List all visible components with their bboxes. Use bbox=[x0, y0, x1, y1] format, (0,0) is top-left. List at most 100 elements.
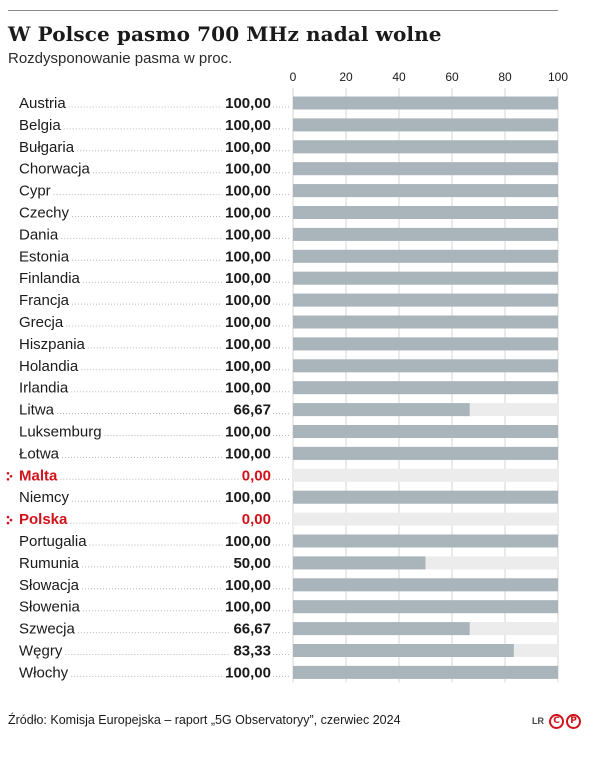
category-label: Słowenia bbox=[19, 599, 81, 616]
bar bbox=[293, 359, 558, 373]
value-label: 100,00 bbox=[225, 489, 271, 506]
value-label: 66,67 bbox=[233, 621, 271, 638]
bar bbox=[293, 490, 558, 504]
value-label: 0,00 bbox=[242, 511, 271, 528]
category-label: Chorwacja bbox=[19, 161, 91, 178]
bar-track bbox=[293, 468, 558, 482]
bar bbox=[293, 600, 558, 614]
value-label: 100,00 bbox=[225, 95, 271, 112]
highlight-marker bbox=[6, 515, 10, 519]
category-label: Austria bbox=[19, 95, 66, 112]
category-label: Włochy bbox=[19, 664, 69, 681]
x-tick-label: 0 bbox=[290, 70, 297, 84]
value-label: 83,33 bbox=[233, 643, 271, 660]
category-label: Belgia bbox=[19, 117, 61, 134]
bar bbox=[293, 249, 558, 263]
category-label: Holandia bbox=[19, 358, 79, 375]
category-label: Bułgaria bbox=[19, 139, 75, 156]
category-label: Francja bbox=[19, 292, 70, 309]
value-label: 100,00 bbox=[225, 161, 271, 178]
category-label: Irlandia bbox=[19, 380, 69, 397]
bar bbox=[293, 206, 558, 219]
category-label: Luksemburg bbox=[19, 424, 102, 441]
bar bbox=[293, 184, 558, 198]
bar bbox=[293, 96, 558, 110]
value-label: 50,00 bbox=[233, 555, 271, 572]
value-label: 100,00 bbox=[225, 139, 271, 156]
category-label: Czechy bbox=[19, 205, 70, 222]
bar bbox=[293, 534, 558, 548]
value-label: 100,00 bbox=[225, 205, 271, 222]
bar-track bbox=[293, 512, 558, 526]
value-label: 100,00 bbox=[225, 599, 271, 616]
chart-subtitle: Rozdysponowanie pasma w proc. bbox=[8, 50, 233, 67]
category-label: Słowacja bbox=[19, 577, 80, 594]
bar bbox=[293, 403, 470, 417]
bar-chart: 0 20 40 60 80 100 Austria 100,00 Belgia 100,00 Buł… bbox=[6, 70, 568, 683]
value-label: 100,00 bbox=[225, 336, 271, 353]
category-label: Rumunia bbox=[19, 555, 80, 572]
x-tick-label: 80 bbox=[498, 70, 512, 84]
highlight-marker bbox=[6, 521, 10, 525]
value-label: 100,00 bbox=[225, 380, 271, 397]
x-tick-label: 20 bbox=[339, 70, 353, 84]
value-label: 100,00 bbox=[225, 664, 271, 681]
source-note: Źródło: Komisja Europejska – raport „5G … bbox=[8, 713, 401, 727]
value-label: 100,00 bbox=[225, 292, 271, 309]
bar bbox=[293, 140, 558, 154]
x-tick-label: 60 bbox=[445, 70, 459, 84]
value-label: 0,00 bbox=[242, 467, 271, 484]
highlight-marker bbox=[6, 472, 10, 475]
value-label: 100,00 bbox=[225, 226, 271, 243]
value-label: 100,00 bbox=[225, 183, 271, 200]
value-label: 100,00 bbox=[225, 270, 271, 287]
logo-c-mark: C bbox=[549, 713, 564, 729]
category-label: Szwecja bbox=[19, 621, 76, 638]
value-label: 100,00 bbox=[225, 424, 271, 441]
category-label: Portugalia bbox=[19, 533, 87, 550]
value-label: 100,00 bbox=[225, 358, 271, 375]
x-tick-label: 100 bbox=[548, 70, 568, 84]
value-label: 100,00 bbox=[225, 117, 271, 134]
highlight-marker bbox=[9, 475, 13, 478]
category-label: Finlandia bbox=[19, 270, 81, 287]
value-label: 100,00 bbox=[225, 314, 271, 331]
value-label: 100,00 bbox=[225, 445, 271, 462]
bar bbox=[293, 622, 470, 636]
highlight-marker bbox=[6, 478, 10, 481]
category-label: Łotwa bbox=[19, 445, 60, 462]
bar bbox=[293, 293, 558, 307]
bar bbox=[293, 381, 558, 395]
bar bbox=[293, 118, 558, 132]
category-label: Estonia bbox=[19, 248, 70, 265]
bar bbox=[293, 425, 558, 438]
category-label: Grecja bbox=[19, 314, 64, 331]
bar bbox=[293, 271, 558, 285]
value-label: 100,00 bbox=[225, 577, 271, 594]
bar bbox=[293, 227, 558, 241]
category-label: Dania bbox=[19, 226, 59, 243]
bar bbox=[293, 665, 558, 679]
category-label: Malta bbox=[19, 467, 58, 484]
bar bbox=[293, 556, 426, 570]
bar bbox=[293, 578, 558, 592]
highlight-marker bbox=[9, 518, 13, 522]
category-label: Litwa bbox=[19, 402, 55, 419]
bar bbox=[293, 315, 558, 329]
bar bbox=[293, 162, 558, 176]
publisher-logo: LR C P bbox=[532, 712, 581, 730]
bar bbox=[293, 644, 514, 657]
value-label: 66,67 bbox=[233, 402, 271, 419]
bar bbox=[293, 446, 558, 460]
logo-text: LR bbox=[532, 716, 544, 726]
x-tick-label: 40 bbox=[392, 70, 406, 84]
category-label: Hiszpania bbox=[19, 336, 86, 353]
top-rule bbox=[8, 10, 558, 11]
category-label: Cypr bbox=[19, 183, 51, 200]
chart-title: W Polsce pasmo 700 MHz nadal wolne bbox=[8, 22, 442, 46]
category-label: Węgry bbox=[19, 643, 63, 660]
logo-p-mark: P bbox=[566, 713, 581, 729]
category-label: Niemcy bbox=[19, 489, 70, 506]
value-label: 100,00 bbox=[225, 248, 271, 265]
category-label: Polska bbox=[19, 511, 68, 528]
